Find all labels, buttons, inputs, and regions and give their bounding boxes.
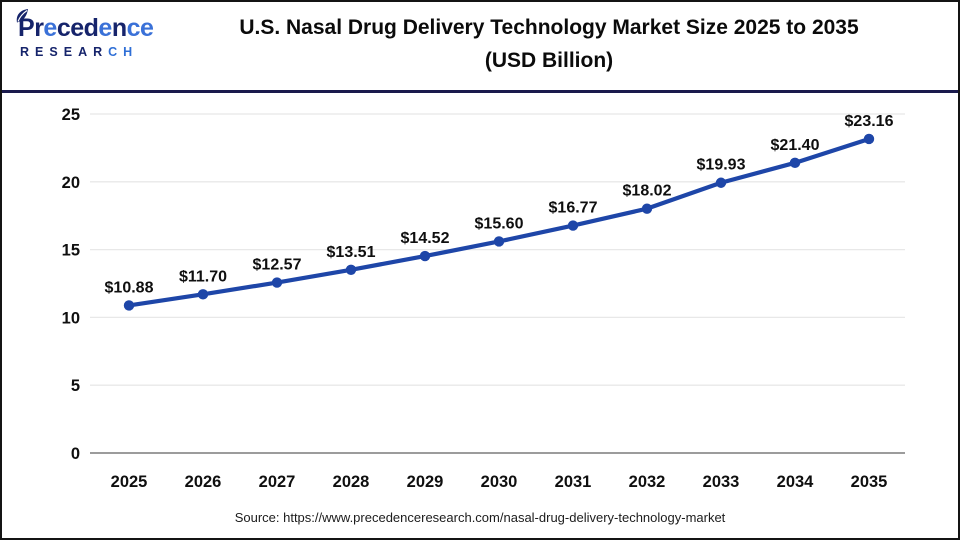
data-point-2031 [567, 220, 579, 231]
chart-title-line1: U.S. Nasal Drug Delivery Technology Mark… [239, 16, 859, 39]
precedence-research-logo: Precedence RESEARCH [2, 2, 174, 90]
market-line-chart: 0510152025$10.882025$11.702026$12.572027… [62, 106, 905, 491]
data-point-2035 [863, 133, 875, 145]
y-axis-tick-5: 5 [71, 377, 80, 395]
x-axis-tick-2028: 2028 [333, 473, 370, 491]
x-axis-tick-2031: 2031 [555, 473, 592, 491]
data-label-2028: $13.51 [327, 244, 376, 261]
x-axis-tick-2032: 2032 [629, 473, 666, 491]
logo-research-label: RESEARCH [20, 45, 139, 59]
x-axis-tick-2030: 2030 [481, 473, 518, 491]
chart-title-line2: (USD Billion) [484, 49, 614, 72]
x-axis-tick-2025: 2025 [111, 473, 148, 491]
logo-wordmark: Precedence [18, 14, 154, 42]
y-axis-tick-25: 25 [62, 106, 80, 124]
data-point-2033 [715, 177, 727, 188]
data-label-2032: $18.02 [623, 183, 672, 200]
data-label-2026: $11.70 [179, 268, 227, 285]
data-label-2025: $10.88 [105, 279, 154, 296]
y-axis-tick-10: 10 [62, 309, 80, 327]
x-axis-tick-2033: 2033 [703, 473, 740, 491]
data-point-2032 [641, 203, 653, 214]
data-label-2035: $23.16 [845, 113, 894, 130]
data-label-2030: $15.60 [475, 215, 524, 232]
data-point-2026 [197, 289, 209, 300]
data-label-2033: $19.93 [697, 157, 746, 174]
data-label-2031: $16.77 [549, 200, 598, 217]
x-axis-tick-2029: 2029 [407, 473, 444, 491]
chart-title: U.S. Nasal Drug Delivery Technology Mark… [174, 2, 958, 90]
leaf-icon [16, 9, 28, 23]
data-point-2030 [493, 236, 505, 247]
data-label-2034: $21.40 [771, 137, 820, 154]
data-label-2029: $14.52 [401, 230, 450, 247]
data-point-2029 [419, 250, 431, 262]
y-axis-tick-0: 0 [71, 445, 80, 463]
data-label-2027: $12.57 [253, 257, 302, 274]
data-point-2025 [123, 300, 135, 311]
data-point-2027 [271, 277, 283, 288]
y-axis-tick-15: 15 [62, 242, 80, 260]
source-citation: Source: https://www.precedenceresearch.c… [234, 510, 726, 525]
x-axis-tick-2027: 2027 [259, 473, 296, 491]
y-axis-tick-20: 20 [62, 174, 80, 192]
header: Precedence RESEARCH U.S. Nasal Drug Deli… [2, 2, 958, 93]
data-point-2034 [789, 157, 801, 169]
x-axis-tick-2035: 2035 [851, 473, 888, 491]
x-axis-tick-2034: 2034 [777, 473, 815, 491]
data-point-2028 [345, 264, 357, 276]
x-axis-tick-2026: 2026 [185, 473, 222, 491]
